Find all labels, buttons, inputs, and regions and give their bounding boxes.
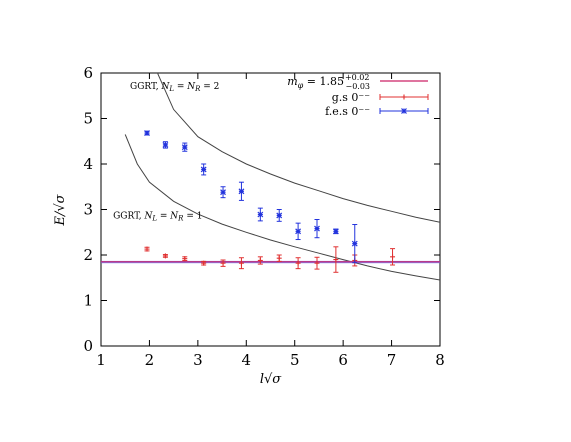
y-tick-label: 1: [83, 292, 93, 310]
marker-d2: [162, 141, 169, 148]
marker-d2: [181, 144, 188, 151]
annotations: GGRT, NL = NR = 2 GGRT, NL = NR = 1: [113, 82, 219, 223]
legend-swatch-gs: [379, 94, 429, 100]
data-point: [295, 222, 302, 241]
y-tick-label: 4: [83, 155, 93, 173]
theory-curves: [124, 73, 440, 281]
data-point: [220, 259, 226, 267]
legend-entry-mphi: mφ = 1.85+0.02 −0.03: [287, 73, 428, 91]
y-tick-label: 3: [83, 201, 93, 219]
y-tick-label: 2: [83, 246, 93, 264]
x-tick-label: 6: [338, 351, 348, 369]
curve-annotation-2: GGRT, NL = NR = 1: [113, 212, 202, 223]
x-tick-label: 8: [435, 351, 445, 369]
y-tick-label: 6: [83, 64, 93, 82]
data-point: [332, 228, 339, 235]
curve-annotation-1: GGRT, NL = NR = 2: [130, 82, 219, 93]
x-tick-label: 4: [242, 351, 252, 369]
data-point: [162, 253, 168, 259]
x-tick-label: 5: [290, 351, 300, 369]
data-point: [201, 260, 207, 266]
x-tick-label: 3: [193, 351, 203, 369]
x-tick-label: 7: [387, 351, 397, 369]
y-axis-label: E/√σ: [53, 193, 68, 226]
theory-curve-2: [124, 134, 440, 281]
data-points: [144, 130, 396, 273]
data-point: [295, 257, 301, 270]
marker-d2: [200, 166, 207, 173]
data-point: [257, 256, 263, 265]
legend-label-fes: f.e.s 0⁻⁻: [325, 105, 370, 118]
marker-d2: [238, 188, 245, 195]
marker-d2: [314, 225, 320, 232]
series-ground-state: [144, 246, 396, 273]
data-point: [182, 256, 188, 262]
marker-d2: [401, 108, 407, 114]
legend-swatch-fes: [379, 108, 429, 114]
x-tick-label: 2: [145, 351, 155, 369]
x-axis-title: l√σ: [260, 372, 282, 387]
data-point: [390, 248, 396, 266]
marker-d2: [220, 189, 226, 196]
mass-band: [101, 260, 440, 264]
y-axis-title: E/√σ: [53, 193, 68, 226]
marker-d2: [276, 212, 283, 219]
data-point: [220, 186, 226, 199]
legend: mφ = 1.85+0.02 −0.03 g.s 0⁻⁻ f.e.s 0⁻⁻: [287, 73, 429, 118]
marker-d2: [332, 228, 339, 235]
y-tick-label: 5: [83, 110, 93, 128]
data-point: [144, 130, 150, 136]
data-point: [333, 246, 339, 273]
legend-entry-gs: g.s 0⁻⁻: [332, 91, 429, 104]
data-point: [238, 181, 245, 201]
theory-curve-1: [156, 73, 440, 223]
data-point: [351, 224, 358, 264]
x-tick-label: 1: [96, 351, 106, 369]
data-point: [276, 209, 283, 222]
legend-label-gs: g.s 0⁻⁻: [332, 91, 370, 104]
data-point: [238, 257, 244, 270]
data-point: [144, 246, 150, 252]
series-first-excited: [144, 130, 358, 264]
data-point: [314, 219, 320, 239]
x-axis-label: l√σ: [260, 372, 282, 387]
data-point: [257, 207, 264, 222]
marker-d2: [351, 240, 358, 247]
data-point: [200, 163, 207, 176]
data-point: [181, 142, 188, 152]
legend-entry-fes: f.e.s 0⁻⁻: [325, 105, 429, 118]
data-point: [314, 256, 320, 270]
marker-d2: [295, 228, 302, 235]
data-point: [276, 254, 282, 262]
marker-d2: [257, 211, 264, 218]
y-tick-label: 0: [83, 337, 93, 355]
legend-label-mphi: mφ = 1.85+0.02 −0.03: [287, 73, 370, 91]
data-point: [162, 141, 169, 149]
marker-d2: [144, 130, 150, 136]
plot-frame: [100, 72, 441, 347]
